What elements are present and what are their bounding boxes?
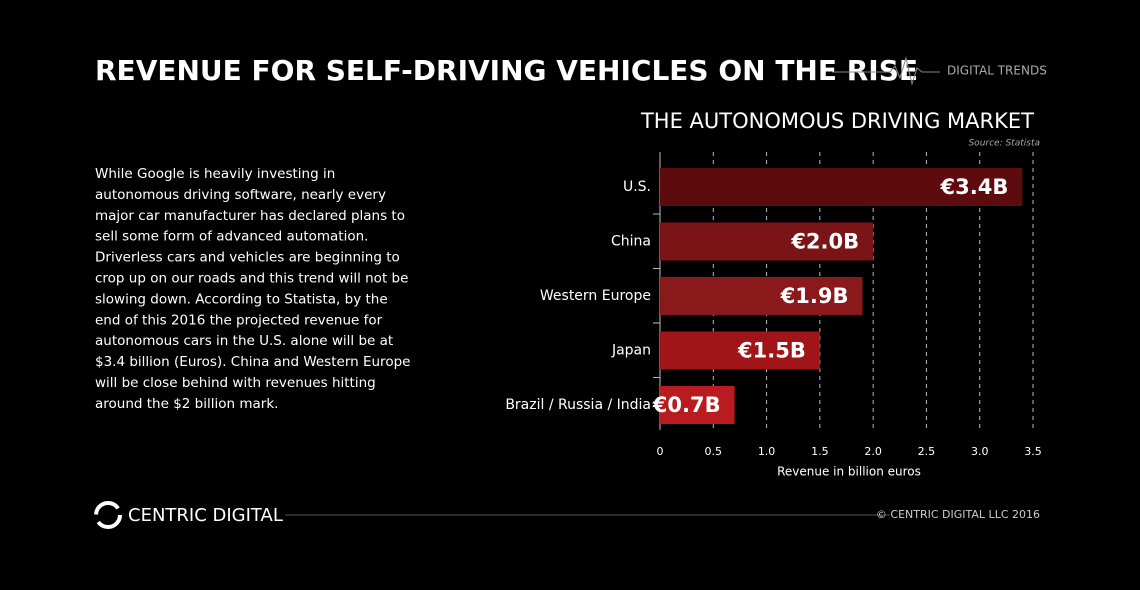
chart-title: THE AUTONOMOUS DRIVING MARKET: [640, 109, 1034, 133]
x-tick-label: 1.5: [811, 445, 829, 458]
x-tick-label: 2.5: [918, 445, 936, 458]
logo-icon: [94, 501, 122, 529]
body-line: will be close behind with revenues hitti…: [95, 375, 376, 391]
category-label: Western Europe: [540, 288, 651, 304]
category-label: Japan: [611, 343, 651, 359]
x-tick-label: 0.5: [705, 445, 723, 458]
page-title: REVENUE FOR SELF-DRIVING VEHICLES ON THE…: [95, 54, 918, 87]
value-label: €0.7B: [652, 393, 721, 417]
body-line: sell some form of advanced automation.: [95, 229, 368, 245]
pulse-line: [832, 56, 940, 86]
x-axis-label: Revenue in billion euros: [777, 465, 921, 479]
body-line: autonomous driving software, nearly ever…: [95, 187, 386, 203]
x-tick-label: 0: [657, 445, 664, 458]
body-text: While Google is heavily investing in auto…: [95, 166, 410, 412]
body-line: $3.4 billion (Euros). China and Western …: [95, 354, 410, 370]
value-label: €2.0B: [790, 230, 859, 254]
bar: [660, 277, 863, 315]
bar: [660, 386, 735, 424]
x-tick-label: 1.0: [758, 445, 776, 458]
logo-text: CENTRIC DIGITAL: [128, 505, 283, 526]
body-line: crop up on our roads and this trend will…: [95, 271, 408, 287]
category-label: China: [611, 234, 651, 250]
category-label: U.S.: [623, 179, 651, 195]
copyright: © CENTRIC DIGITAL LLC 2016: [876, 508, 1040, 521]
body-line: Driverless cars and vehicles are beginni…: [95, 250, 400, 266]
chart: 0 0.5 1.0 1.5 2.0 2.5 3.0 3.5 U.S. €3.4B China €2.0…: [505, 152, 1042, 458]
x-tick-label: 3.5: [1024, 445, 1042, 458]
value-label: €3.4B: [940, 175, 1009, 199]
body-line: around the $2 billion mark.: [95, 396, 278, 412]
body-line: major car manufacturer has declared plan…: [95, 208, 405, 224]
bar: [660, 222, 874, 261]
chart-source: Source: Statista: [968, 139, 1040, 149]
x-tick-label: 3.0: [971, 445, 989, 458]
body-line: autonomous cars in the U.S. alone will b…: [95, 333, 393, 349]
brand: DIGITAL TRENDS: [947, 64, 1047, 78]
category-label: Brazil / Russia / India: [505, 397, 651, 413]
bar: [660, 331, 820, 370]
bar: [660, 168, 1023, 206]
body-line: end of this 2016 the projected revenue f…: [95, 312, 383, 328]
body-line: While Google is heavily investing in: [95, 166, 335, 182]
value-label: €1.9B: [780, 284, 849, 308]
value-label: €1.5B: [737, 339, 806, 363]
body-line: slowing down. According to Statista, by …: [95, 291, 388, 307]
x-tick-label: 2.0: [864, 445, 882, 458]
